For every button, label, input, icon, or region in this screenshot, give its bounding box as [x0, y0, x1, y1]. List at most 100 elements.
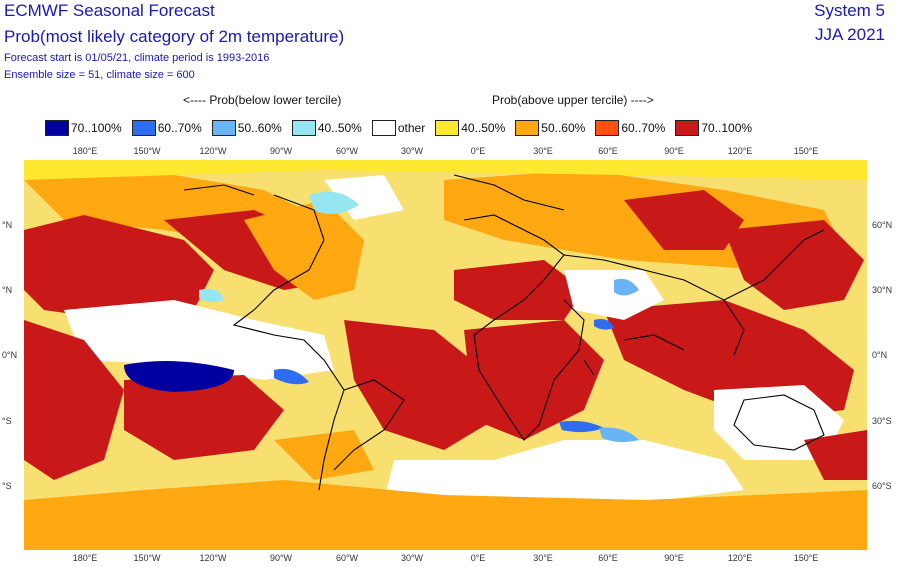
cold-anomaly-region	[199, 288, 224, 303]
latitude-tick-right: 30°N	[872, 285, 893, 295]
coastline	[232, 194, 345, 491]
longitude-tick: 120°E	[727, 146, 753, 156]
map-region	[384, 440, 744, 505]
map-region	[24, 215, 214, 320]
legend-swatch	[371, 120, 396, 136]
longitude-tick: 30°W	[400, 553, 424, 563]
legend-label: 40..50%	[317, 121, 362, 135]
map-region	[724, 220, 864, 310]
longitude-tick: 150°E	[793, 146, 819, 156]
forecast-start-line: Forecast start is 01/05/21, climate peri…	[4, 52, 270, 64]
legend-below-header: <---- Prob(below lower tercile)	[183, 93, 342, 107]
coastline	[733, 394, 825, 451]
longitude-tick: 90°W	[269, 146, 293, 156]
cold-anomaly-region	[274, 368, 309, 385]
latitude-tick-left: 0°N	[2, 350, 18, 360]
latitude-tick-right: 60°S	[872, 481, 892, 491]
map-region	[64, 300, 334, 380]
latitude-tick-right: 30°S	[872, 416, 892, 426]
longitude-tick: 180°E	[72, 553, 98, 563]
legend-label: 70..100%	[701, 121, 753, 135]
legend-swatch	[515, 120, 540, 136]
latitude-tick-right: 0°N	[872, 350, 888, 360]
coastline	[583, 359, 595, 376]
longitude-tick: 120°E	[727, 553, 753, 563]
longitude-tick: 30°E	[533, 553, 553, 563]
season-label: JJA 2021	[815, 25, 885, 44]
latitude-tick-left: °N	[2, 220, 13, 230]
legend-label: 40..50%	[461, 121, 506, 135]
longitude-axis-bottom: 180°E 150°W 120°W 90°W 60°W 30°W 0°E 30°E 60°E 90…	[0, 553, 903, 567]
longitude-tick: 120°W	[199, 146, 227, 156]
longitude-tick: 180°E	[72, 146, 98, 156]
longitude-tick: 30°E	[533, 146, 553, 156]
coastline	[183, 184, 255, 196]
map-region	[804, 430, 867, 480]
map-region	[464, 320, 604, 440]
map-region	[344, 320, 494, 450]
cold-anomaly-region	[614, 278, 639, 296]
cold-anomaly-region	[599, 427, 639, 443]
longitude-tick: 120°W	[199, 553, 227, 563]
legend-item: 50..60%	[211, 120, 282, 136]
legend-item: 60..70%	[595, 120, 665, 136]
map-region	[624, 190, 744, 250]
legend-item: 40..50%	[435, 120, 505, 136]
latitude-tick-left: °S	[2, 481, 12, 491]
map-region	[564, 270, 664, 320]
longitude-tick: 60°E	[598, 553, 618, 563]
legend-label: other	[397, 121, 426, 135]
longitude-tick: 150°W	[133, 553, 161, 563]
coastline	[623, 334, 685, 351]
map-region	[24, 480, 867, 550]
legend-swatch	[131, 120, 156, 136]
legend-swatch	[675, 120, 700, 136]
legend-label: 70..100%	[71, 121, 122, 135]
legend-item: 40..50%	[291, 120, 362, 136]
coastline	[463, 214, 585, 441]
longitude-tick: 90°W	[269, 553, 293, 563]
legend-swatch	[435, 120, 460, 136]
legend-swatch	[211, 120, 236, 136]
forecast-subtitle: Prob(most likely category of 2m temperat…	[4, 27, 345, 46]
legend-swatch	[45, 120, 69, 136]
system-label: System 5	[814, 1, 885, 20]
longitude-tick: 0°E	[470, 553, 486, 563]
legend-item: other	[371, 120, 426, 136]
latitude-tick-left: °S	[2, 416, 12, 426]
longitude-tick: 150°W	[133, 146, 161, 156]
coastline	[453, 174, 565, 211]
longitude-axis-top: 180°E 150°W 120°W 90°W 60°W 30°W 0°E 30°E 60°E 90…	[0, 146, 903, 160]
cold-anomaly-region	[309, 191, 359, 214]
legend-above-header: Prob(above upper tercile) ---->	[492, 93, 654, 107]
longitude-tick: 0°E	[470, 146, 486, 156]
legend-label: 50..60%	[237, 121, 282, 135]
legend-swatch	[291, 120, 316, 136]
legend-label: 50..60%	[541, 121, 586, 135]
coastline	[723, 229, 825, 301]
legend-item: 50..60%	[515, 120, 585, 136]
longitude-tick: 30°W	[400, 146, 424, 156]
cold-anomaly-region	[559, 420, 604, 433]
legend-swatch	[595, 120, 620, 136]
coastline	[563, 254, 745, 356]
longitude-tick: 150°E	[793, 553, 819, 563]
ensemble-size-line: Ensemble size = 51, climate size = 600	[4, 69, 195, 81]
map-region	[244, 200, 364, 300]
longitude-tick: 60°E	[598, 146, 618, 156]
map-region	[274, 430, 374, 480]
forecast-title: ECMWF Seasonal Forecast	[4, 1, 215, 20]
longitude-tick: 60°W	[335, 146, 359, 156]
coastline	[333, 379, 405, 471]
map-region	[454, 260, 584, 320]
legend-item: 60..70%	[131, 120, 202, 136]
temperature-probability-map	[24, 160, 867, 550]
legend-item: 70..100%	[45, 120, 122, 136]
map-region	[324, 175, 404, 220]
cold-anomaly-region	[594, 319, 614, 330]
map-region	[24, 160, 867, 180]
longitude-tick: 90°E	[664, 146, 684, 156]
legend-label: 60..70%	[157, 121, 202, 135]
longitude-tick: 60°W	[335, 553, 359, 563]
legend: 70..100% 60..70% 50..60% 40..50% other 40..50…	[45, 120, 762, 136]
